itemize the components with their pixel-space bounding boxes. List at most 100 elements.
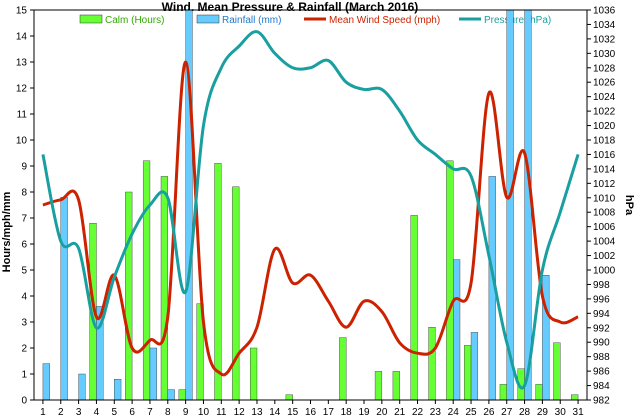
bar-calm-hours--13 [250,347,258,401]
x-tick-label-13: 13 [251,407,263,418]
legend-swatch-1 [196,14,220,24]
bar-rainfall-mm--24 [453,259,461,401]
y-right-tick-label-1020: 1020 [593,121,616,132]
y-right-tick-label-1028: 1028 [593,63,616,74]
y-right-tick-label-984: 984 [593,381,610,392]
chart-title: Wind. Mean Pressure & Rainfall (March 20… [162,0,419,14]
y-right-tick-label-1006: 1006 [593,222,616,233]
x-tick-label-4: 4 [94,407,100,418]
x-tick-label-23: 23 [430,407,442,418]
y-left-tick-label-5: 5 [21,266,27,277]
legend-label-1: Rainfall (mm) [222,15,281,26]
bar-calm-hours--25 [464,345,472,401]
x-tick-label-1: 1 [40,407,46,418]
bar-rainfall-mm--25 [470,332,479,401]
x-tick-label-5: 5 [111,407,117,418]
y-right-tick-label-1004: 1004 [593,237,616,248]
y-right-tick-label-1018: 1018 [593,136,616,147]
y-right-tick-label-1024: 1024 [593,92,616,103]
y-right-tick-label-1030: 1030 [593,49,616,60]
y-right-tick-label-1000: 1000 [593,266,616,277]
y-left-tick-label-8: 8 [21,188,27,199]
y-left-tick-label-12: 12 [16,84,28,95]
line-layer [41,30,580,390]
bar-calm-hours--23 [428,327,436,401]
legend-label-2: Mean Wind Speed (mph) [329,15,440,26]
bar-calm-hours--22 [410,215,418,401]
y-left-tick-label-6: 6 [21,240,27,251]
bar-calm-hours--11 [214,163,222,401]
x-tick-label-19: 19 [358,407,370,418]
x-tick-label-26: 26 [483,407,495,418]
legend-label-0: Calm (Hours) [105,15,164,26]
line-pressure-hpa- [41,30,580,390]
x-tick-label-20: 20 [376,407,388,418]
x-tick-label-16: 16 [305,407,317,418]
x-tick-label-15: 15 [287,407,299,418]
y-right-tick-label-994: 994 [593,309,610,320]
y-axis-right-label: hPa [623,195,634,216]
y-right-tick-label-1002: 1002 [593,251,616,262]
x-tick-label-21: 21 [394,407,406,418]
y-right-tick-label-1016: 1016 [593,150,616,161]
x-tick-label-25: 25 [465,407,477,418]
x-tick-label-18: 18 [341,407,353,418]
y-left-tick-label-10: 10 [16,136,28,147]
axes: 0123456789101112131415982984986988990992… [16,6,616,419]
y-axis-left-label: Hours/mph/mm [1,191,13,272]
y-left-tick-label-7: 7 [21,214,27,225]
bar-calm-hours--29 [535,384,543,401]
legend-label-3: Pressure (hPa) [484,15,551,26]
y-left-tick-label-13: 13 [16,58,28,69]
bar-rainfall-mm--8 [167,389,175,401]
x-tick-label-29: 29 [537,407,549,418]
legend-swatch-0 [79,14,103,24]
y-left-tick-label-3: 3 [21,318,27,329]
x-tick-label-30: 30 [555,407,567,418]
y-right-tick-label-1014: 1014 [593,164,616,175]
bar-rainfall-mm--3 [78,373,86,401]
y-left-tick-label-4: 4 [21,292,27,303]
y-right-tick-label-998: 998 [593,280,610,291]
x-tick-label-28: 28 [519,407,531,418]
legend: Calm (Hours) Rainfall (mm) Mean Wind Speed… [79,14,551,26]
y-right-tick-label-1026: 1026 [593,78,616,89]
y-left-tick-label-9: 9 [21,162,27,173]
y-right-tick-label-1034: 1034 [593,20,616,31]
bar-calm-hours--8 [160,176,168,401]
y-right-tick-label-1008: 1008 [593,208,616,219]
x-tick-label-14: 14 [269,407,281,418]
line-mean-wind-speed-mph- [42,60,579,377]
x-tick-label-2: 2 [58,407,64,418]
bar-rainfall-mm--2 [60,196,68,401]
y-right-tick-label-1022: 1022 [593,107,616,118]
y-right-tick-label-992: 992 [593,323,610,334]
x-tick-label-27: 27 [501,407,513,418]
x-tick-label-3: 3 [76,407,82,418]
y-right-tick-label-1032: 1032 [593,34,616,45]
bar-rainfall-mm--1 [42,363,50,401]
y-right-tick-label-1012: 1012 [593,179,616,190]
x-tick-label-17: 17 [323,407,335,418]
y-left-tick-label-1: 1 [21,370,27,381]
x-tick-label-22: 22 [412,407,424,418]
y-right-tick-label-988: 988 [593,352,610,363]
y-left-tick-label-2: 2 [21,344,27,355]
y-left-tick-label-0: 0 [21,396,27,407]
bar-calm-hours--7 [142,160,151,401]
bar-calm-hours--24 [446,160,454,401]
bar-calm-hours--21 [392,371,400,401]
y-right-tick-label-990: 990 [593,338,610,349]
bar-calm-hours--6 [125,191,133,401]
bar-calm-hours--27 [499,384,507,401]
x-tick-label-12: 12 [234,407,246,418]
y-right-tick-label-986: 986 [593,367,610,378]
y-right-tick-label-982: 982 [593,396,610,407]
bar-calm-hours--12 [232,186,240,401]
x-tick-label-31: 31 [573,407,585,418]
y-right-tick-label-1036: 1036 [593,6,616,17]
bar-calm-hours--30 [553,342,561,401]
x-tick-label-9: 9 [183,407,189,418]
x-tick-label-10: 10 [198,407,210,418]
bar-rainfall-mm--5 [114,379,122,401]
